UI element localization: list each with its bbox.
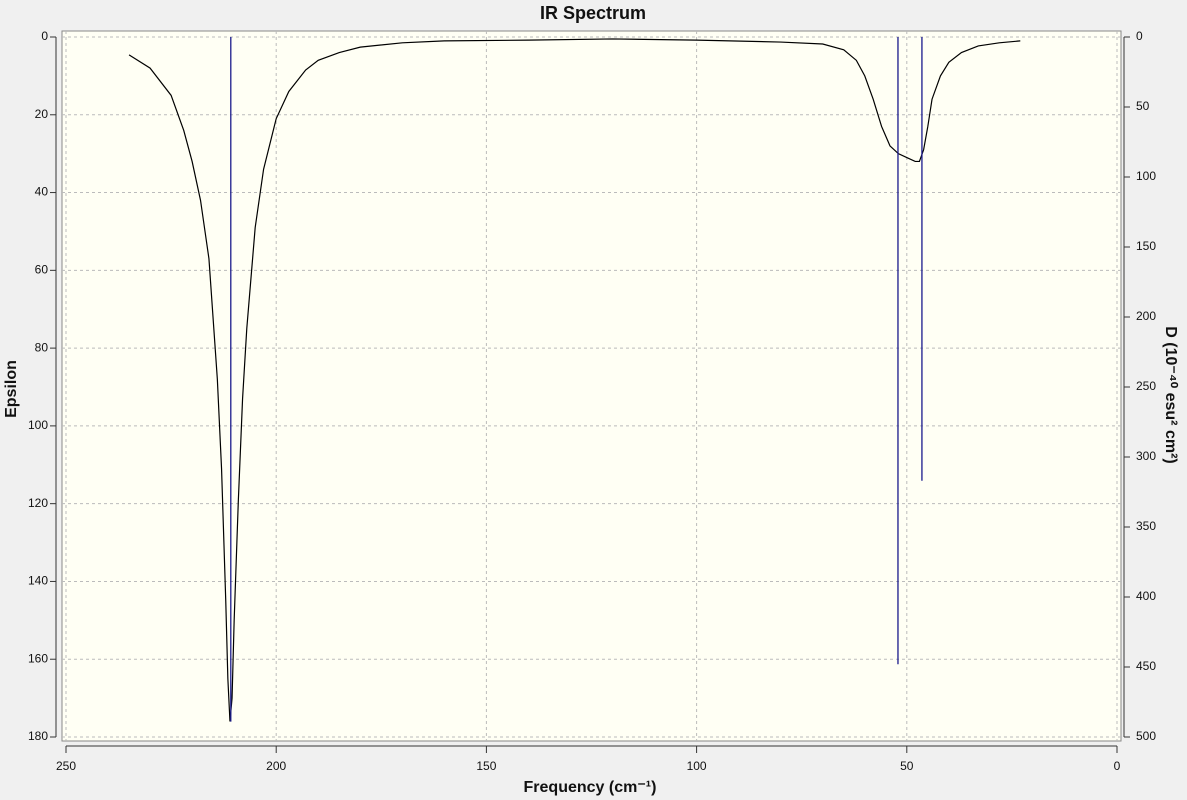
chart-title: IR Spectrum	[540, 3, 646, 23]
x-axis-label: Frequency (cm⁻¹)	[524, 779, 657, 796]
plot-area	[61, 30, 1122, 742]
y2-tick-label: 400	[1136, 589, 1156, 603]
x-tick-label: 50	[900, 759, 914, 773]
y-tick-label: 40	[35, 185, 49, 199]
y-tick-label: 120	[28, 496, 48, 510]
x-tick-label: 250	[56, 759, 76, 773]
y2-tick-label: 450	[1136, 659, 1156, 673]
y-tick-label: 140	[28, 574, 48, 588]
y-tick-label: 80	[35, 340, 49, 354]
y-axis-label: Epsilon	[3, 360, 20, 418]
y2-tick-label: 250	[1136, 379, 1156, 393]
x-tick-label: 150	[476, 759, 496, 773]
y-tick-label: 160	[28, 651, 48, 665]
y2-tick-label: 500	[1136, 729, 1156, 743]
y-tick-label: 60	[35, 263, 49, 277]
x-tick-label: 200	[266, 759, 286, 773]
y2-axis-label: D (10⁻⁴⁰ esu² cm²)	[1162, 326, 1179, 463]
y-tick-label: 180	[28, 729, 48, 743]
y-tick-label: 100	[28, 418, 48, 432]
y2-tick-label: 150	[1136, 239, 1156, 253]
x-tick-label: 0	[1114, 759, 1121, 773]
y2-tick-label: 0	[1136, 29, 1143, 43]
x-tick-label: 100	[687, 759, 707, 773]
y-tick-label: 20	[35, 107, 49, 121]
y2-tick-label: 350	[1136, 519, 1156, 533]
y2-tick-label: 50	[1136, 99, 1150, 113]
y2-tick-label: 300	[1136, 449, 1156, 463]
y2-tick-label: 100	[1136, 169, 1156, 183]
y-tick-label: 0	[41, 29, 48, 43]
y2-tick-label: 200	[1136, 309, 1156, 323]
